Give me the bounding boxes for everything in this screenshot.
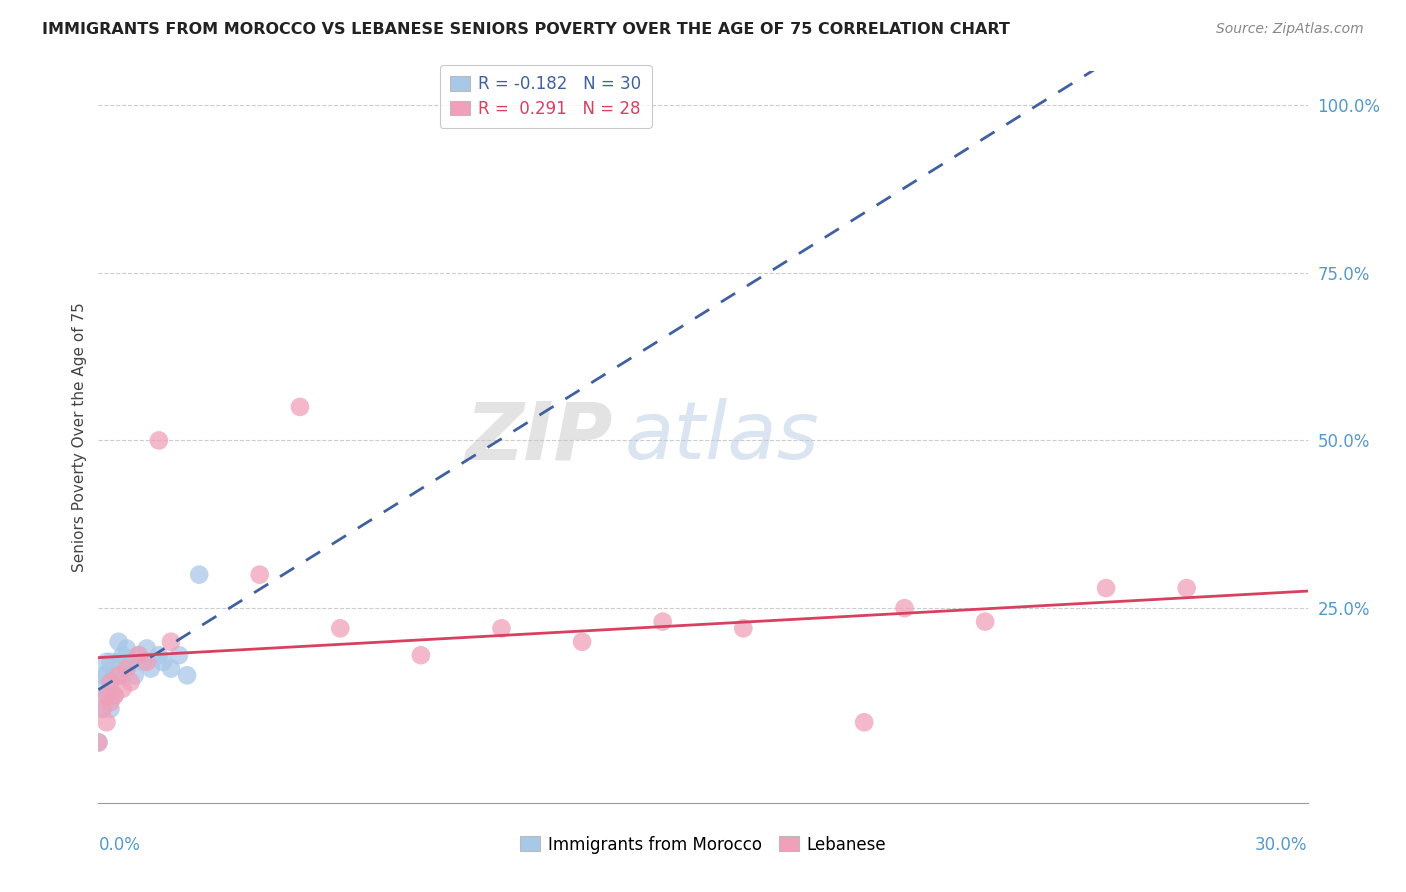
Point [100,702,122,716]
Point [96,655,118,669]
Text: 30.0%: 30.0% [1256,836,1308,854]
Legend: Immigrants from Morocco, Lebanese: Immigrants from Morocco, Lebanese [513,829,893,860]
Text: ZIP: ZIP [465,398,613,476]
Text: 0.0%: 0.0% [98,836,141,854]
Point [160,634,183,648]
Point [188,567,211,582]
Point [148,648,170,662]
Point [100,655,122,669]
Point [1175,581,1198,595]
Point [111,648,134,662]
Point [853,715,876,730]
Point [100,675,122,690]
Point [160,662,183,676]
Point [115,662,138,676]
Point [733,621,755,635]
Point [128,648,150,662]
Point [96,668,118,682]
Point [1095,581,1118,595]
Point [135,655,157,669]
Point [115,662,138,676]
Point [139,662,162,676]
Point [115,641,138,656]
Point [111,681,134,696]
Point [96,689,118,703]
Point [176,668,198,682]
Text: IMMIGRANTS FROM MOROCCO VS LEBANESE SENIORS POVERTY OVER THE AGE OF 75 CORRELATI: IMMIGRANTS FROM MOROCCO VS LEBANESE SENI… [42,22,1010,37]
Point [111,668,134,682]
Y-axis label: Seniors Poverty Over the Age of 75: Seniors Poverty Over the Age of 75 [72,302,87,572]
Point [96,715,118,730]
Text: Source: ZipAtlas.com: Source: ZipAtlas.com [1216,22,1364,37]
Point [96,689,118,703]
Point [91,702,114,716]
Point [409,648,432,662]
Point [152,655,174,669]
Point [329,621,352,635]
Point [893,601,915,615]
Point [120,655,142,669]
Point [87,735,110,749]
Point [87,735,110,749]
Point [100,695,122,709]
Point [148,434,170,448]
Point [491,621,513,635]
Point [91,668,114,682]
Point [91,681,114,696]
Point [91,702,114,716]
Point [124,668,146,682]
Point [103,689,125,703]
Point [974,615,997,629]
Point [103,689,125,703]
Point [288,400,311,414]
Point [249,567,271,582]
Point [571,634,593,648]
Point [100,675,122,690]
Point [132,655,155,669]
Point [651,615,673,629]
Point [107,634,129,648]
Point [135,641,157,656]
Point [120,675,142,690]
Point [167,648,190,662]
Point [107,668,129,682]
Point [107,655,129,669]
Point [103,668,125,682]
Point [128,648,150,662]
Text: atlas: atlas [624,398,820,476]
